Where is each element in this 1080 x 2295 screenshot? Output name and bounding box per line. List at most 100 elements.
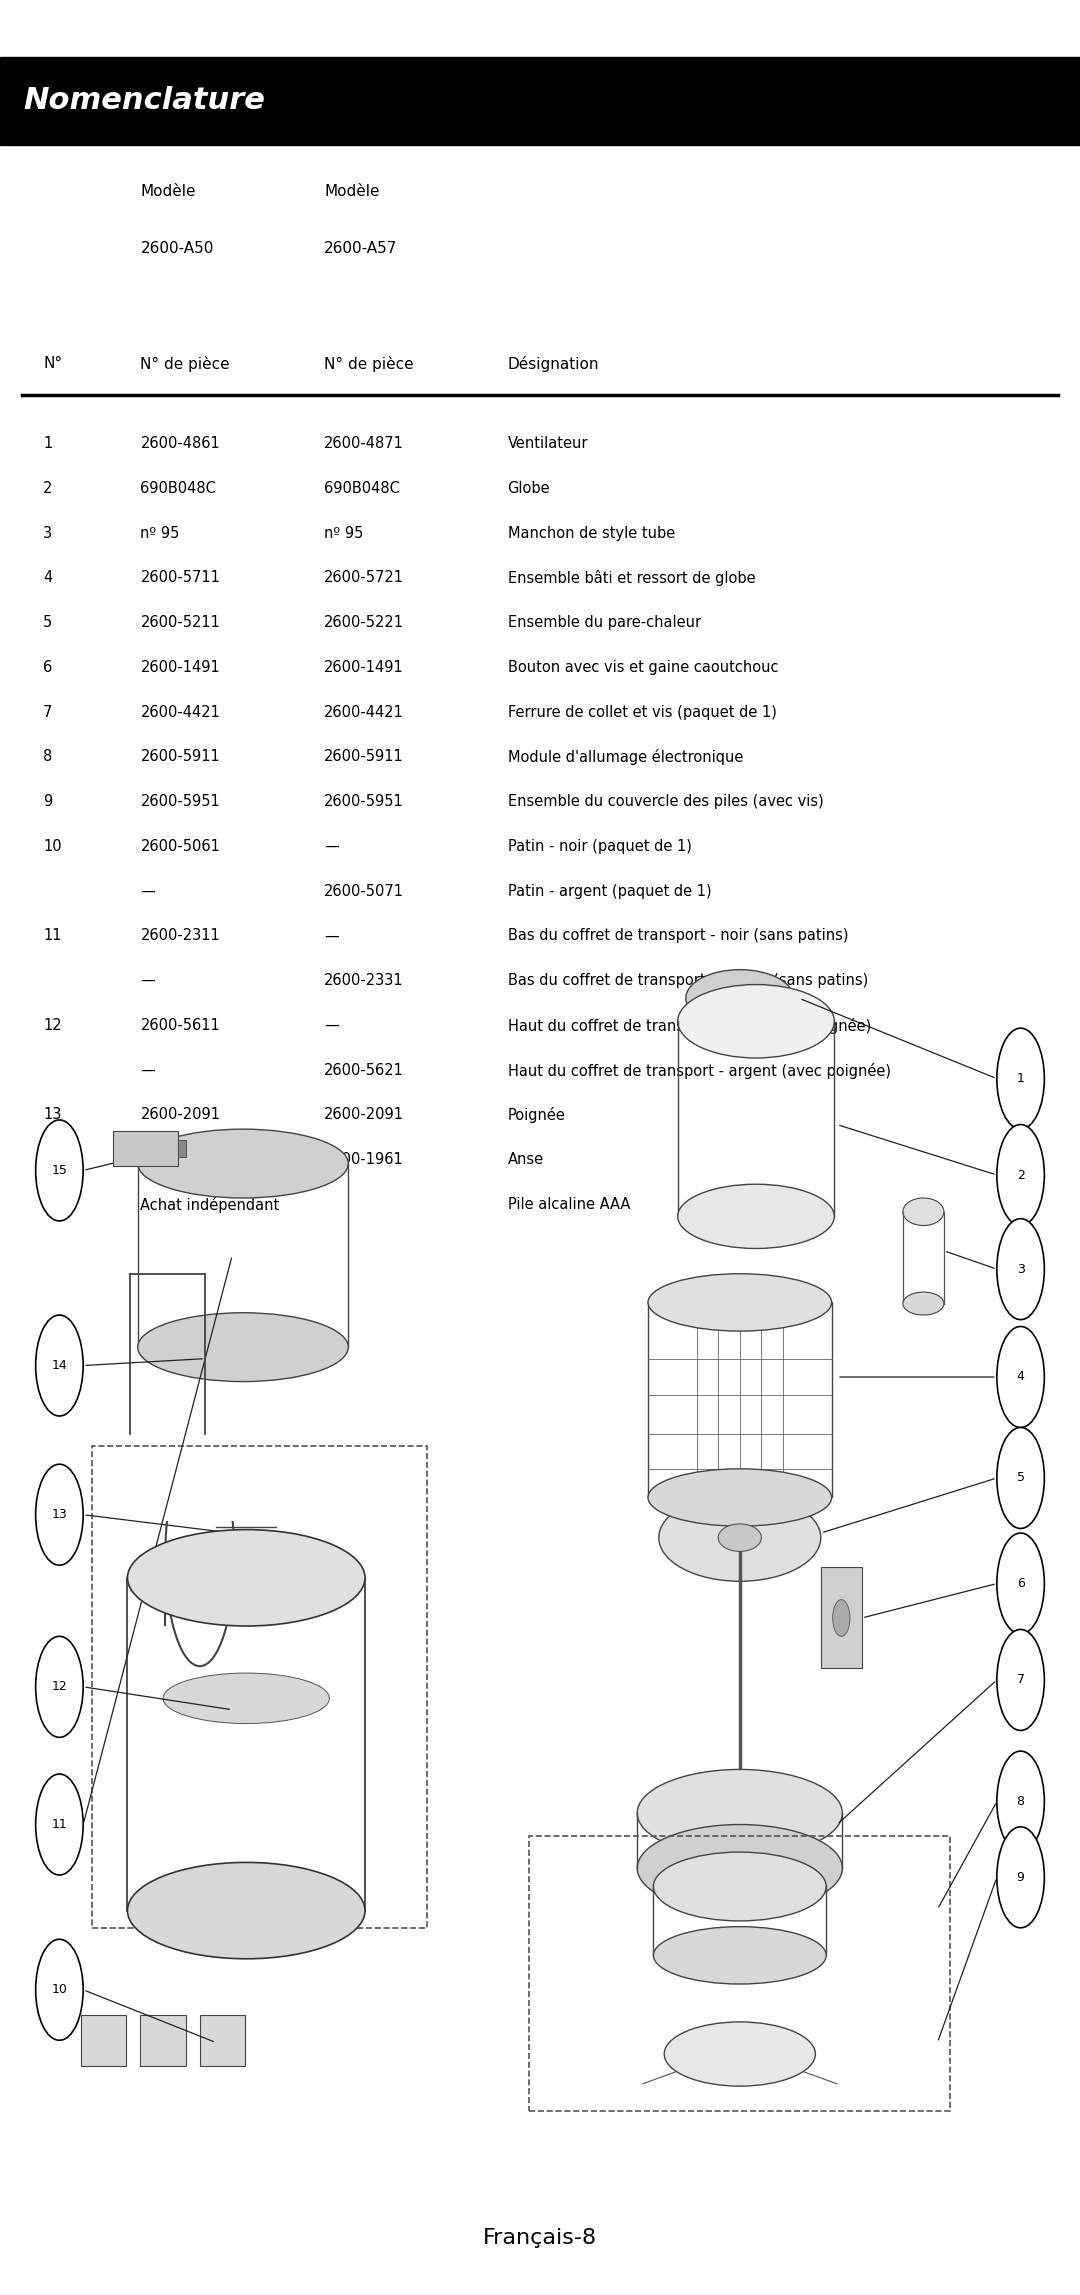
Ellipse shape xyxy=(903,1292,944,1315)
Text: 2600-A57: 2600-A57 xyxy=(324,241,397,257)
Text: 14: 14 xyxy=(43,1152,62,1168)
Text: Français-8: Français-8 xyxy=(483,2228,597,2247)
Text: 1: 1 xyxy=(1016,1072,1025,1086)
Text: 2600-5621: 2600-5621 xyxy=(324,1063,404,1079)
Ellipse shape xyxy=(138,1129,348,1198)
Text: —: — xyxy=(140,1063,156,1079)
Bar xyxy=(140,2015,186,2066)
Text: 15: 15 xyxy=(52,1164,67,1177)
Text: Bas du coffret de transport - argent (sans patins): Bas du coffret de transport - argent (sa… xyxy=(508,973,868,989)
Text: —: — xyxy=(140,973,156,989)
Text: Modèle: Modèle xyxy=(324,184,379,200)
Text: 2600-2091: 2600-2091 xyxy=(324,1106,404,1122)
Circle shape xyxy=(997,1629,1044,1730)
Text: Anse: Anse xyxy=(508,1152,543,1168)
Text: 2600-2331: 2600-2331 xyxy=(324,973,404,989)
Text: 2600-5711: 2600-5711 xyxy=(140,569,220,585)
Text: Bouton avec vis et gaine caoutchouc: Bouton avec vis et gaine caoutchouc xyxy=(508,661,778,675)
Text: 2600-5951: 2600-5951 xyxy=(140,794,220,810)
Text: Ensemble du pare-chaleur: Ensemble du pare-chaleur xyxy=(508,615,701,631)
Bar xyxy=(821,1567,862,1668)
Text: 2600-5911: 2600-5911 xyxy=(140,748,220,764)
Text: 690B048C: 690B048C xyxy=(324,480,400,496)
Text: 2600-4421: 2600-4421 xyxy=(140,705,220,721)
Circle shape xyxy=(36,1774,83,1875)
Text: 6: 6 xyxy=(43,661,53,675)
Text: N°: N° xyxy=(43,356,63,372)
Text: 4: 4 xyxy=(1016,1370,1025,1384)
Text: 2600-4421: 2600-4421 xyxy=(324,705,404,721)
Text: 15: 15 xyxy=(43,1198,62,1212)
Ellipse shape xyxy=(637,1825,842,1912)
Circle shape xyxy=(997,1427,1044,1528)
Text: —: — xyxy=(324,927,339,943)
Text: 9: 9 xyxy=(1016,1870,1025,1884)
Text: Ensemble du couvercle des piles (avec vis): Ensemble du couvercle des piles (avec vi… xyxy=(508,794,823,810)
Text: 9: 9 xyxy=(43,794,53,810)
Circle shape xyxy=(997,1219,1044,1320)
Text: 10: 10 xyxy=(52,1983,67,1997)
Text: 2600-5951: 2600-5951 xyxy=(324,794,404,810)
Text: 5: 5 xyxy=(1016,1471,1025,1485)
Text: 12: 12 xyxy=(43,1019,62,1033)
Circle shape xyxy=(36,1464,83,1565)
Text: Bas du coffret de transport - noir (sans patins): Bas du coffret de transport - noir (sans… xyxy=(508,927,848,943)
Ellipse shape xyxy=(686,968,794,1028)
Ellipse shape xyxy=(637,1769,842,1857)
Ellipse shape xyxy=(664,2022,815,2086)
Text: N° de pièce: N° de pièce xyxy=(324,356,414,372)
Text: nº 95: nº 95 xyxy=(140,526,179,542)
Text: Globe: Globe xyxy=(508,480,550,496)
Bar xyxy=(92,1446,427,1928)
Text: 13: 13 xyxy=(52,1508,67,1522)
Text: 7: 7 xyxy=(1016,1673,1025,1687)
Ellipse shape xyxy=(163,1673,329,1724)
Ellipse shape xyxy=(678,985,835,1058)
Text: 2600-1961: 2600-1961 xyxy=(324,1152,404,1168)
Bar xyxy=(81,2015,126,2066)
Text: Haut du coffret de transport - argent (avec poignée): Haut du coffret de transport - argent (a… xyxy=(508,1063,891,1079)
Text: 2600-4861: 2600-4861 xyxy=(140,436,220,452)
Text: 10: 10 xyxy=(43,838,62,854)
Text: Patin - noir (paquet de 1): Patin - noir (paquet de 1) xyxy=(508,838,691,854)
Text: 1: 1 xyxy=(43,436,53,452)
Ellipse shape xyxy=(127,1864,365,1960)
Circle shape xyxy=(997,1125,1044,1226)
Text: —: — xyxy=(324,838,339,854)
Text: Ensemble bâti et ressort de globe: Ensemble bâti et ressort de globe xyxy=(508,569,755,585)
Text: Achat indépendant: Achat indépendant xyxy=(140,1198,280,1212)
Circle shape xyxy=(997,1028,1044,1129)
Text: 2600-A50: 2600-A50 xyxy=(140,241,214,257)
Bar xyxy=(113,1131,178,1166)
Text: 8: 8 xyxy=(43,748,53,764)
Text: 4: 4 xyxy=(43,569,53,585)
Ellipse shape xyxy=(903,1198,944,1226)
Ellipse shape xyxy=(678,1184,835,1248)
Text: Modèle: Modèle xyxy=(140,184,195,200)
Text: Ferrure de collet et vis (paquet de 1): Ferrure de collet et vis (paquet de 1) xyxy=(508,705,777,721)
Text: Pile alcaline AAA: Pile alcaline AAA xyxy=(508,1198,630,1212)
Text: 13: 13 xyxy=(43,1106,62,1122)
Circle shape xyxy=(36,1120,83,1221)
Text: 2600-5721: 2600-5721 xyxy=(324,569,404,585)
Ellipse shape xyxy=(138,1313,348,1382)
Circle shape xyxy=(833,1600,850,1636)
Ellipse shape xyxy=(127,1528,365,1627)
Text: Patin - argent (paquet de 1): Patin - argent (paquet de 1) xyxy=(508,884,712,900)
Circle shape xyxy=(36,1315,83,1416)
Bar xyxy=(178,1141,186,1157)
Bar xyxy=(648,1301,832,1496)
Text: 2600-2091: 2600-2091 xyxy=(140,1106,220,1122)
Text: 2600-1961: 2600-1961 xyxy=(140,1152,220,1168)
Circle shape xyxy=(997,1827,1044,1928)
Text: 2: 2 xyxy=(1016,1168,1025,1182)
Text: 2600-5071: 2600-5071 xyxy=(324,884,404,900)
Text: —: — xyxy=(140,884,156,900)
Text: Désignation: Désignation xyxy=(508,356,599,372)
Text: 3: 3 xyxy=(1016,1262,1025,1276)
Text: Manchon de style tube: Manchon de style tube xyxy=(508,526,675,542)
Text: 2: 2 xyxy=(43,480,53,496)
Text: Ventilateur: Ventilateur xyxy=(508,436,589,452)
Text: 2600-5061: 2600-5061 xyxy=(140,838,220,854)
Text: Nomenclature: Nomenclature xyxy=(24,87,266,115)
